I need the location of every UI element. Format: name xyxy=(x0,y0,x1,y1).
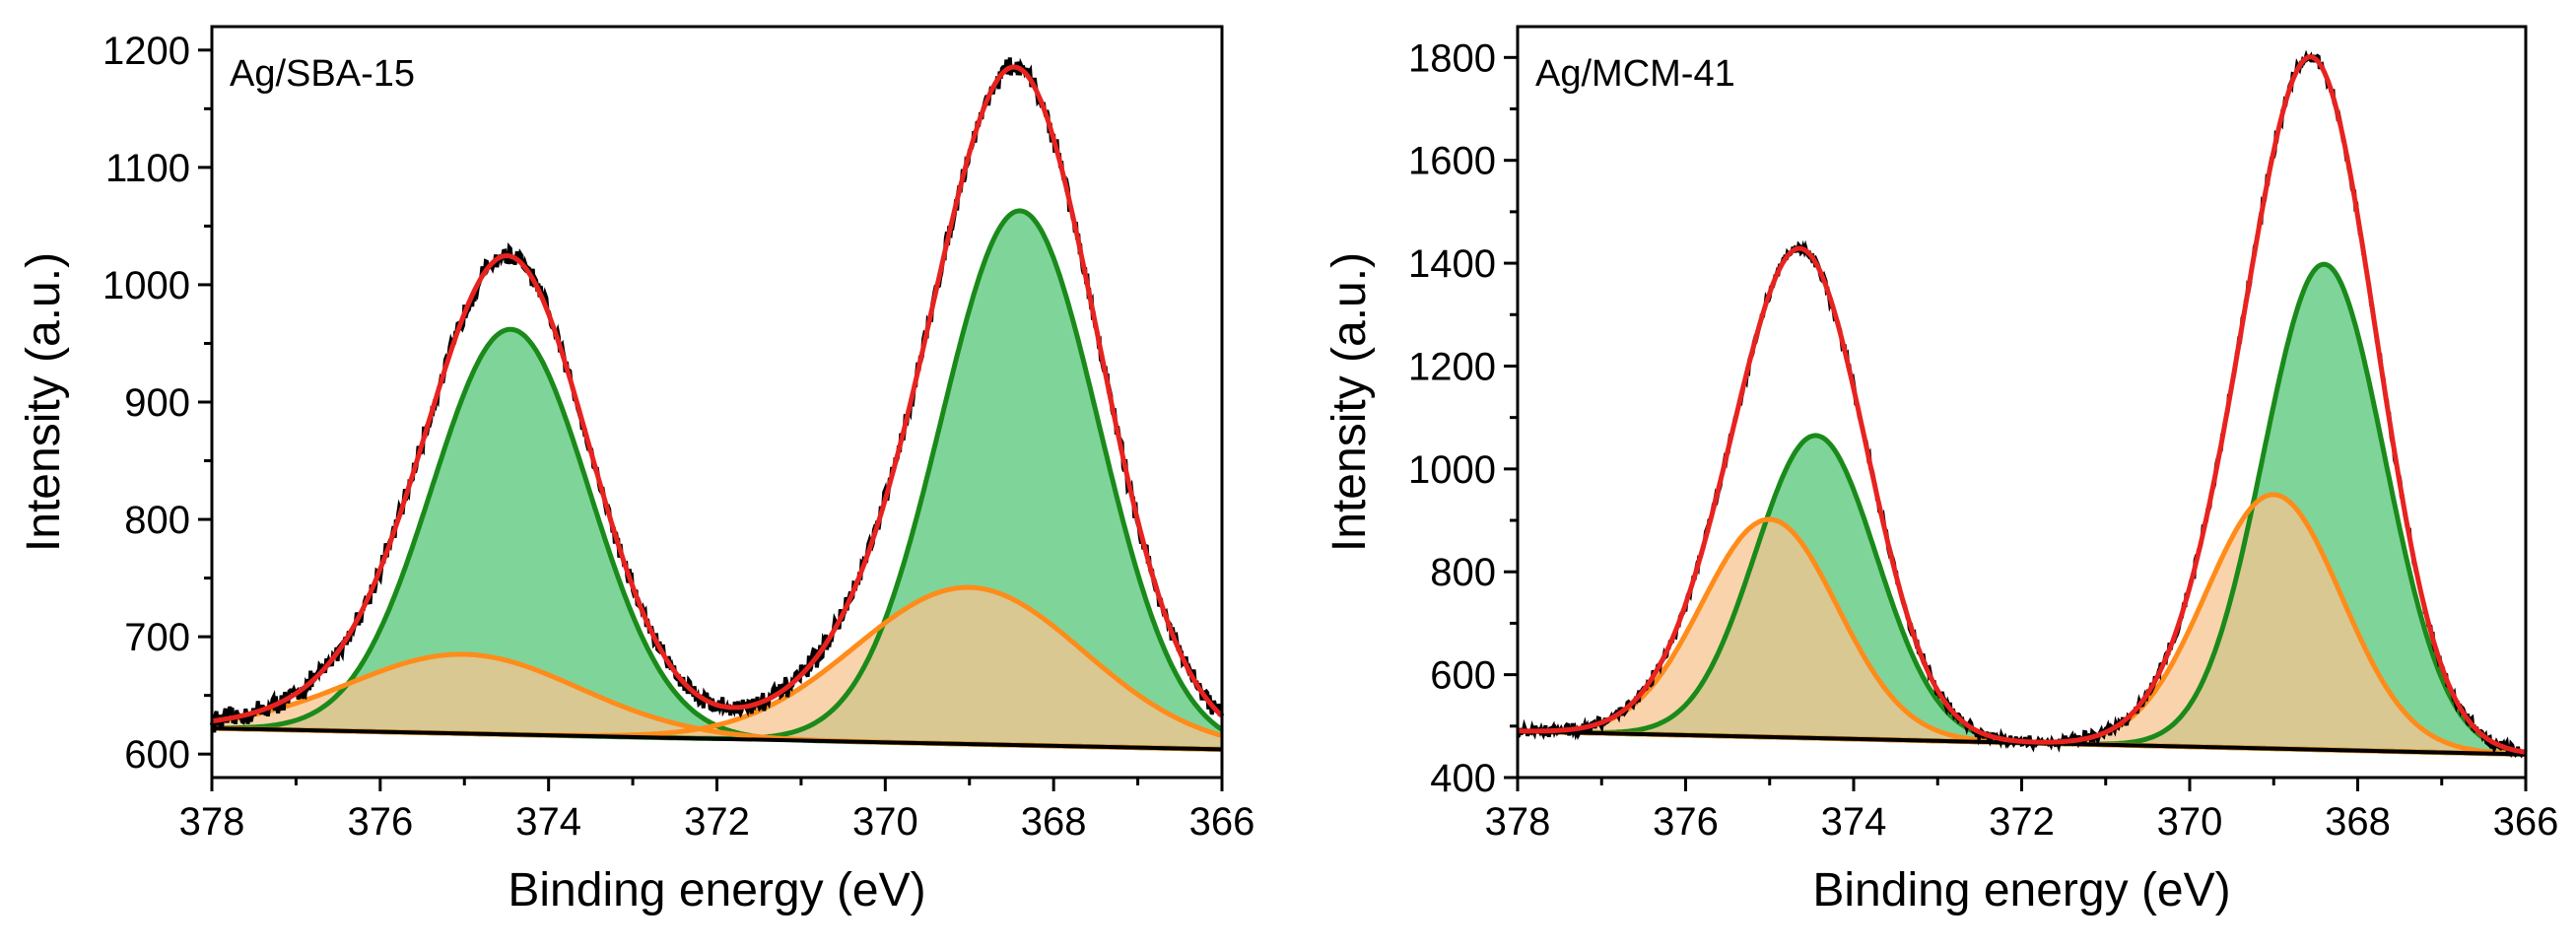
y-tick-label: 600 xyxy=(1430,654,1496,698)
x-tick-label: 378 xyxy=(179,800,245,844)
y-tick-label: 1200 xyxy=(1408,345,1496,388)
x-tick-label: 370 xyxy=(2157,800,2223,844)
plot-area xyxy=(210,57,1224,752)
axis-ticks: 378 376 374 372 370 368 366 600 700 800 900 1000 110… xyxy=(102,30,1254,844)
x-tick-label: 372 xyxy=(684,800,750,844)
y-axis-title: Intensity (a.u.) xyxy=(1323,252,1376,552)
x-tick-label: 376 xyxy=(347,800,413,844)
y-axis-title: Intensity (a.u.) xyxy=(18,252,70,552)
green-component-fill-1 xyxy=(731,210,1222,750)
x-axis-title: Binding energy (eV) xyxy=(1812,864,2230,916)
chart-panel-ag-sba15: 378 376 374 372 370 368 366 600 700 800 900 1000 110… xyxy=(18,25,1254,916)
orange-component-fill-1 xyxy=(588,587,1222,750)
x-tick-label: 374 xyxy=(1821,800,1887,844)
x-tick-label: 376 xyxy=(1653,800,1719,844)
x-axis-title: Binding energy (eV) xyxy=(508,864,925,916)
y-tick-label: 600 xyxy=(124,733,190,777)
y-tick-label: 1200 xyxy=(102,30,190,73)
panel-label: Ag/MCM-41 xyxy=(1535,53,1735,95)
x-tick-label: 368 xyxy=(2325,800,2391,844)
envelope-fit-line xyxy=(1518,54,2527,755)
y-tick-label: 800 xyxy=(1430,551,1496,594)
y-tick-label: 700 xyxy=(124,616,190,659)
x-tick-label: 366 xyxy=(1189,800,1255,844)
y-tick-label: 1100 xyxy=(105,147,190,190)
y-tick-label: 1600 xyxy=(1408,140,1496,183)
green-component-fill-0 xyxy=(226,329,795,741)
chart-panel-ag-mcm41: 378 376 374 372 370 368 366 400 600 800 1000 1200 14… xyxy=(1323,25,2558,916)
y-tick-label: 800 xyxy=(124,499,190,542)
envelope-fit-line xyxy=(211,64,1224,724)
y-tick-label: 1800 xyxy=(1408,36,1496,80)
y-tick-label: 400 xyxy=(1430,757,1496,800)
baseline-line xyxy=(211,725,1223,752)
x-tick-label: 374 xyxy=(515,800,581,844)
x-tick-label: 378 xyxy=(1485,800,1551,844)
plot-area xyxy=(1516,49,2528,759)
orange-component-fill-0 xyxy=(1522,519,2018,743)
x-tick-label: 370 xyxy=(852,800,918,844)
y-tick-label: 1000 xyxy=(1408,448,1496,492)
y-tick-label: 1400 xyxy=(1408,242,1496,286)
x-tick-label: 372 xyxy=(1989,800,2055,844)
y-tick-label: 1000 xyxy=(102,264,190,307)
x-tick-label: 368 xyxy=(1021,800,1087,844)
panel-label: Ag/SBA-15 xyxy=(230,53,415,95)
axis-ticks: 378 376 374 372 370 368 366 400 600 800 1000 1200 14… xyxy=(1408,36,2558,844)
green-component-fill-1 xyxy=(2088,264,2526,755)
orange-component-fill-0 xyxy=(212,653,823,741)
x-tick-label: 366 xyxy=(2493,800,2559,844)
y-tick-label: 900 xyxy=(124,381,190,425)
orange-component-fill-1 xyxy=(2023,494,2524,755)
